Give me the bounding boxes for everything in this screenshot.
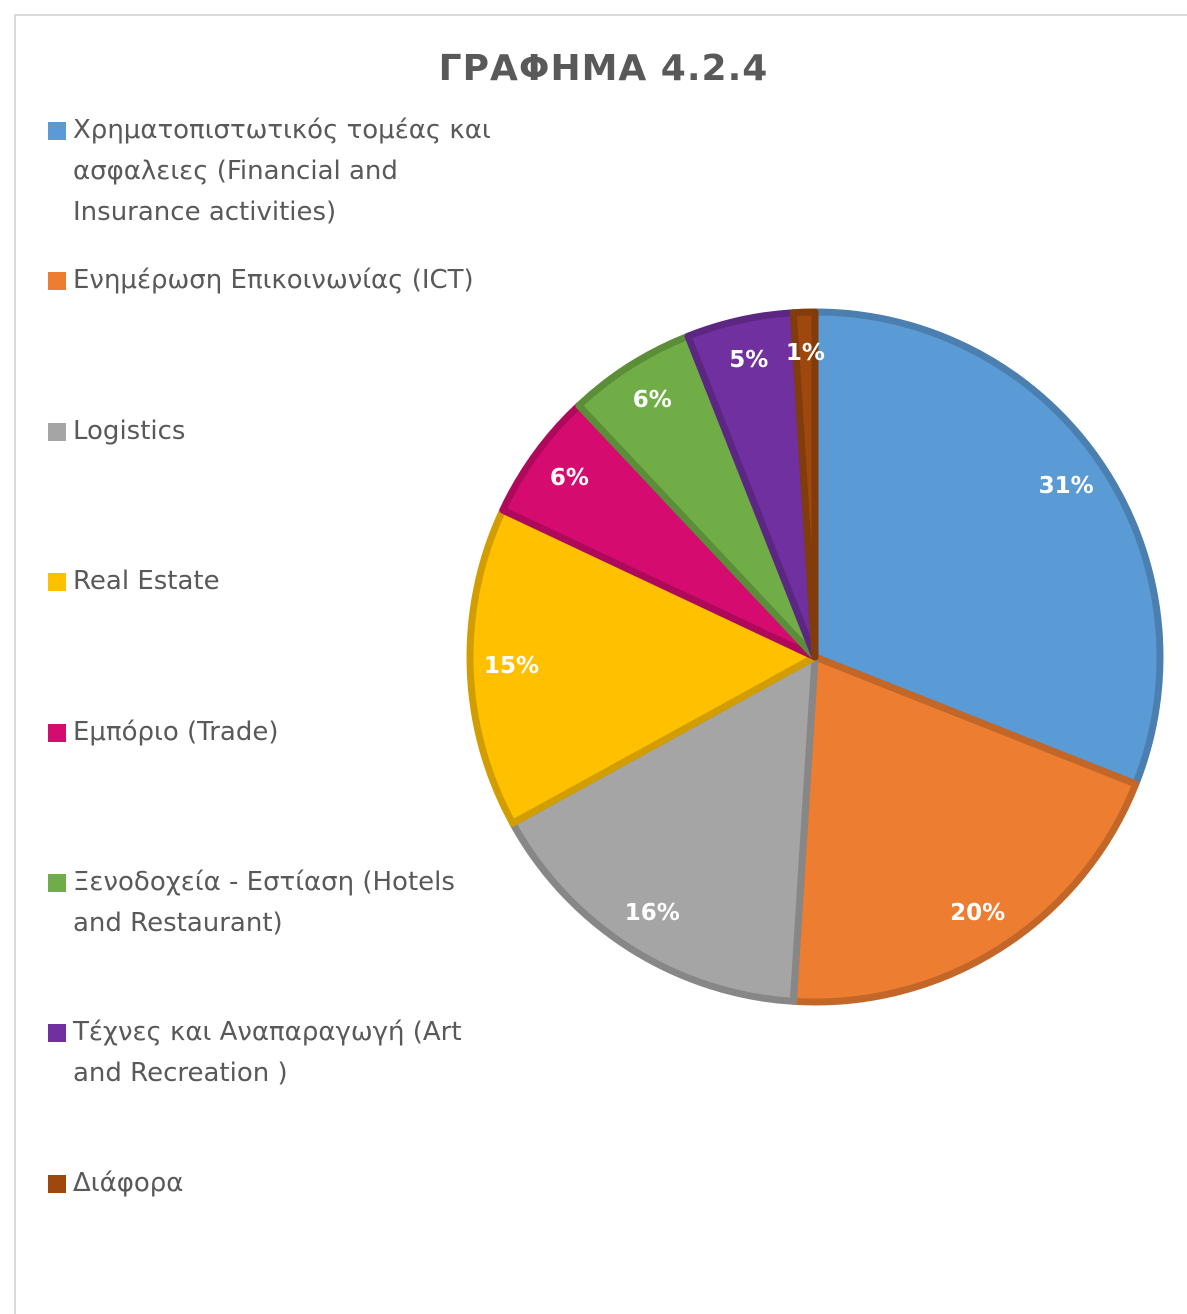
legend-swatch [48, 1174, 66, 1193]
pie-slice [789, 308, 819, 661]
legend-swatch [48, 1024, 66, 1043]
legend-item: Εμπόριο (Trade) [48, 712, 498, 753]
legend-item: Χρηματοπιστωτικός τομέας και ασφαλειες (… [48, 110, 498, 233]
data-label: 15% [484, 653, 539, 679]
legend-label: Εμπόριο (Trade) [73, 716, 279, 747]
data-label: 16% [625, 900, 680, 926]
legend-swatch [48, 573, 66, 592]
legend-item: Logistics [48, 411, 498, 452]
data-label: 6% [550, 465, 589, 491]
chart-frame [14, 14, 1187, 1314]
pie-slice [789, 653, 1140, 1006]
legend-label: Διάφορα [73, 1167, 184, 1198]
legend-label: Ενημέρωση Επικοινωνίας (ICT) [73, 265, 474, 296]
legend-label: Real Estate [73, 566, 220, 597]
data-label: 5% [729, 347, 768, 373]
legend-item: Διάφορα [48, 1163, 498, 1204]
legend-item: Τέχνες και Αναπαραγωγή (Art and Recreati… [48, 1012, 498, 1094]
legend-swatch [48, 723, 66, 742]
legend-item: Ενημέρωση Επικοινωνίας (ICT) [48, 260, 498, 301]
data-label: 31% [1039, 473, 1094, 499]
legend-swatch [48, 272, 66, 291]
chart-title: ΓΡΑΦΗΜΑ 4.2.4 [438, 48, 769, 89]
legend-swatch [48, 122, 66, 140]
pie-slice [509, 653, 819, 1005]
legend-label: Ξενοδοχεία - Εστίαση (Hotels and Restaur… [73, 867, 455, 938]
legend-swatch [48, 874, 66, 892]
legend-label: Logistics [73, 415, 186, 446]
legend-label: Τέχνες και Αναπαραγωγή (Art and Recreati… [73, 1017, 462, 1089]
data-label: 1% [786, 340, 825, 366]
legend-item: Real Estate [48, 561, 498, 602]
pie-slice [466, 506, 819, 827]
legend-label: Χρηματοπιστωτικός τομέας και ασφαλειες (… [73, 115, 491, 227]
pie-slice [811, 308, 1164, 788]
legend-item: Ξενοδοχεία - Εστίαση (Hotels and Restaur… [48, 862, 498, 944]
legend-swatch [48, 422, 66, 441]
data-label: 20% [950, 900, 1005, 926]
data-label: 6% [633, 387, 672, 413]
